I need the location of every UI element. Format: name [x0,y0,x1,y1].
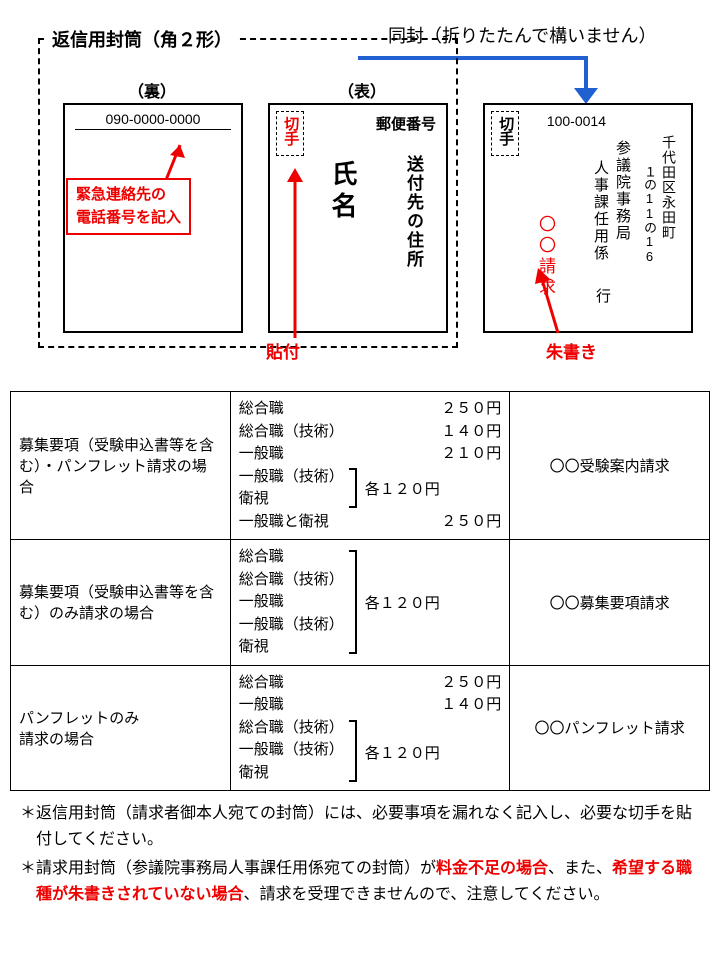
attach-label: 貼付 [266,338,300,363]
bracket-price: 各１２０円 [365,742,440,763]
notes-section: ＊返信用封筒（請求者御本人宛ての封筒）には、必要事項を漏れなく記入し、必要な切手… [20,801,700,907]
envelope-diagram: 返信用封筒（角２形） 同封（折りたたんで構いません） （裏） （表） 090-0… [8,8,712,383]
row2-right: 〇〇募集要項請求 [510,540,710,666]
request-address1: 千代田区永田町 [661,135,679,240]
table-row: 募集要項（受験申込書等を含む）のみ請求の場合 総合職 総合職（技術） 一般職 一… [11,540,710,666]
phone-number: 090-0000-0000 [75,109,231,130]
note-line1: 緊急連絡先の [76,184,181,207]
bracket-icon [349,720,357,782]
stamp-box-request: 切手 [491,111,519,156]
request-postal: 100-0014 [547,113,606,129]
blue-arrow-icon [574,88,598,104]
request-address2: １の11の16 [640,165,659,264]
row3-right: 〇〇パンフレット請求 [510,665,710,791]
row2-mid: 総合職 総合職（技術） 一般職 一般職（技術） 衛視 各１２０円 [230,540,510,666]
emergency-contact-note: 緊急連絡先の 電話番号を記入 [66,178,191,235]
envelope-request: 切手 100-0014 千代田区永田町 １の11の16 参議院事務局 人事課任用… [483,103,693,333]
red-arrow-icon [533,268,563,338]
request-go: 行 [596,285,611,306]
table-row: パンフレットのみ 請求の場合 総合職２５０円 一般職１４０円 総合職（技術） 一… [11,665,710,791]
request-dept2: 人事課任用係 [590,160,611,262]
note2: ＊請求用封筒（参議院事務局人事課任用係宛ての封筒）が料金不足の場合、また、希望す… [20,856,700,907]
fee-table: 募集要項（受験申込書等を含む）・パンフレット請求の場合 総合職２５０円 総合職（… [10,391,710,791]
row2-left: 募集要項（受験申込書等を含む）のみ請求の場合 [11,540,231,666]
note1: ＊返信用封筒（請求者御本人宛ての封筒）には、必要事項を漏れなく記入し、必要な切手… [20,801,700,852]
reply-envelope-title: 返信用封筒（角２形） [48,26,236,52]
back-label: （裏） [128,78,176,102]
red-arrow-icon [283,168,313,343]
address-field: 送付先の住所 [401,155,426,269]
name-field: 氏名 [325,160,362,224]
red-write-label: 朱書き [546,338,597,363]
table-row: 募集要項（受験申込書等を含む）・パンフレット請求の場合 総合職２５０円 総合職（… [11,392,710,540]
row1-right: 〇〇受験案内請求 [510,392,710,540]
bracket-price: 各１２０円 [365,478,440,499]
row1-left: 募集要項（受験申込書等を含む）・パンフレット請求の場合 [11,392,231,540]
note-line2: 電話番号を記入 [76,207,181,230]
front-label: （表） [338,78,386,102]
request-dept1: 参議院事務局 [612,140,633,242]
postal-label: 郵便番号 [376,113,436,134]
row1-mid: 総合職２５０円 総合職（技術）１４０円 一般職２１０円 一般職（技術） 衛視 一… [230,392,510,540]
bracket-icon [349,550,357,654]
row3-left: パンフレットのみ 請求の場合 [11,665,231,791]
row3-mid: 総合職２５０円 一般職１４０円 総合職（技術） 一般職（技術） 衛視 各１２０円 [230,665,510,791]
bracket-icon [349,468,357,508]
stamp-box-front: 切手 [276,111,304,156]
bracket-price: 各１２０円 [365,592,440,613]
